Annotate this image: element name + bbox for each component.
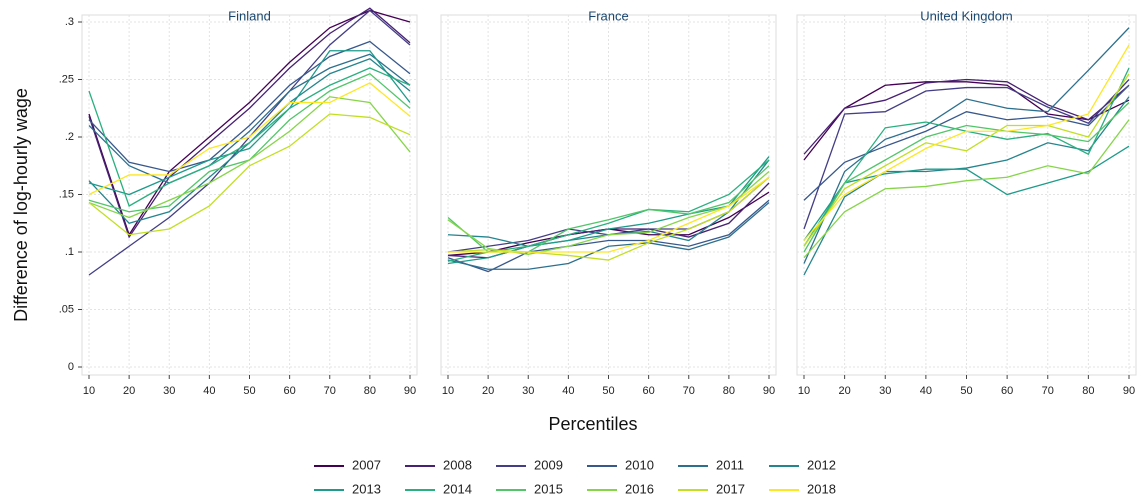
series-line: [88, 40, 411, 173]
series-line: [88, 7, 411, 239]
x-tick-label: 60: [284, 385, 296, 397]
x-tick-label: 40: [562, 385, 574, 397]
y-tick-label: .05: [59, 303, 74, 315]
series-line: [447, 156, 770, 265]
series-line: [447, 176, 770, 261]
series-line: [803, 73, 1130, 247]
legend-label: 2009: [534, 457, 563, 472]
x-tick-label: 60: [643, 385, 655, 397]
series-line: [448, 176, 770, 253]
x-tick-label: 70: [1042, 385, 1054, 397]
y-tick-label: .15: [59, 188, 74, 200]
x-tick-label: 10: [442, 385, 454, 397]
x-tick-label: 90: [763, 385, 775, 397]
x-tick-label: 20: [839, 385, 851, 397]
x-tick-label: 20: [123, 385, 135, 397]
y-axis-title: Difference of log-hourly wage: [11, 88, 31, 322]
y-tick-label: .25: [59, 73, 74, 85]
y-tick-label: .3: [65, 16, 74, 28]
legend-label: 2010: [625, 457, 654, 472]
series-line: [803, 27, 1130, 264]
x-tick-label: 30: [163, 385, 175, 397]
series-line: [803, 44, 1130, 241]
series-line: [88, 96, 411, 219]
x-tick-label: 30: [879, 385, 891, 397]
x-tick-label: 50: [602, 385, 614, 397]
x-tick-label: 80: [364, 385, 376, 397]
legend-label: 2014: [443, 481, 472, 496]
series-line: [803, 145, 1130, 241]
series-line: [803, 102, 1130, 253]
series-line: [88, 50, 411, 196]
x-tick-label: 90: [1123, 385, 1135, 397]
x-tick-label: 30: [522, 385, 534, 397]
series-line: [803, 84, 1130, 201]
y-tick-label: .2: [65, 131, 74, 143]
series-line: [88, 53, 411, 184]
legend-label: 2015: [534, 481, 563, 496]
legend-label: 2011: [716, 457, 744, 472]
x-tick-label: 50: [243, 385, 255, 397]
series-line: [447, 202, 770, 270]
x-tick-label: 40: [203, 385, 215, 397]
x-tick-label: 80: [723, 385, 735, 397]
x-tick-label: 80: [1082, 385, 1094, 397]
y-tick-label: 0: [68, 361, 74, 373]
series-line: [803, 119, 1130, 259]
x-tick-label: 90: [404, 385, 416, 397]
legend-label: 2016: [625, 481, 654, 496]
legend-label: 2013: [352, 481, 381, 496]
series-line: [88, 82, 411, 196]
x-axis-title: Percentiles: [548, 414, 637, 434]
x-tick-label: 70: [324, 385, 336, 397]
legend-label: 2007: [352, 457, 381, 472]
legend-label: 2017: [716, 481, 745, 496]
x-tick-label: 20: [482, 385, 494, 397]
legend-label: 2012: [807, 457, 836, 472]
x-tick-label: 10: [798, 385, 810, 397]
legend-label: 2018: [807, 481, 836, 496]
series-line: [88, 113, 411, 236]
series-line: [88, 67, 411, 207]
y-tick-label: .1: [65, 246, 74, 258]
legend-label: 2008: [443, 457, 472, 472]
x-tick-label: 60: [1001, 385, 1013, 397]
series-line: [803, 78, 1130, 155]
series-line: [803, 96, 1130, 276]
series-line: [447, 199, 770, 273]
x-tick-label: 50: [960, 385, 972, 397]
x-tick-label: 70: [683, 385, 695, 397]
x-tick-label: 40: [920, 385, 932, 397]
x-tick-label: 10: [83, 385, 95, 397]
